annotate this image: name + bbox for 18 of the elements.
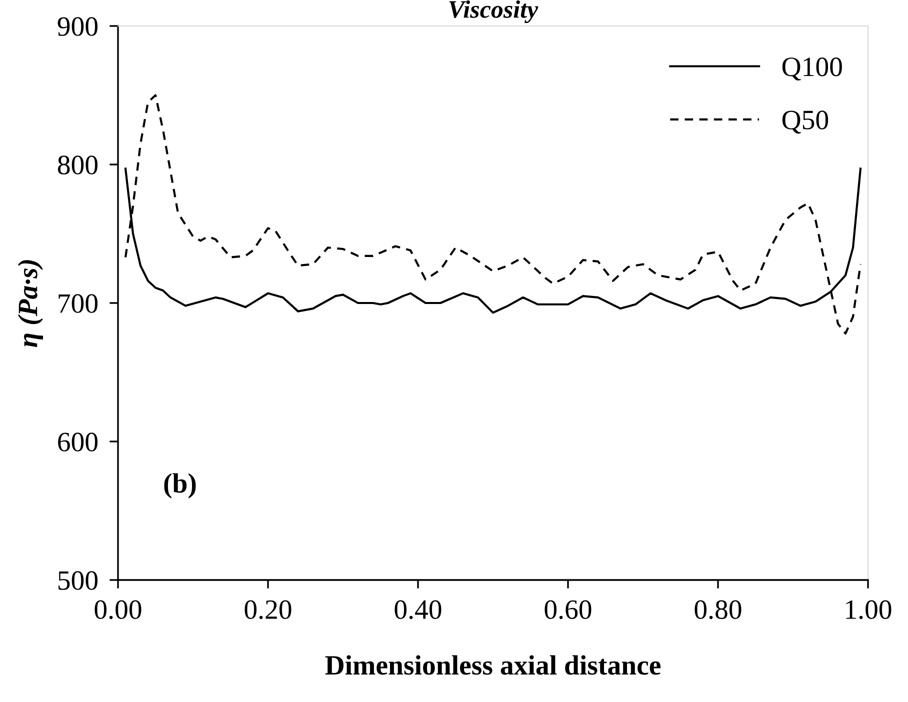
y-tick-label: 900: [58, 17, 98, 36]
y-axis-title: η (Pa·s): [18, 260, 43, 348]
x-tick-label: 0.40: [394, 600, 442, 620]
x-axis-title: Dimensionless axial distance: [325, 655, 660, 675]
y-tick-label: 600: [58, 432, 98, 452]
x-tick-label: 1.00: [846, 600, 892, 620]
y-tick-label: 800: [58, 156, 98, 174]
x-tick-label: 0.20: [244, 600, 292, 620]
y-tick-label: 700: [58, 294, 98, 313]
line-series: [124, 94, 862, 335]
x-tick-label: 0.60: [544, 600, 592, 620]
legend-label: Q100: [782, 58, 842, 80]
annotation: (b): [164, 473, 196, 498]
x-tick-label: 0.00: [94, 600, 142, 620]
chart-title: Viscosity: [449, 0, 538, 24]
legend-label: Q50: [782, 110, 828, 134]
y-tick-label: 500: [58, 571, 98, 590]
x-tick-label: 0.80: [694, 600, 742, 620]
